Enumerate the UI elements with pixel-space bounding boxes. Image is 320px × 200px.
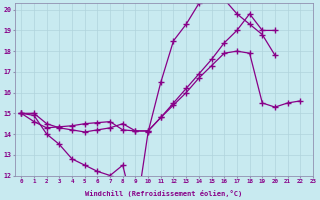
X-axis label: Windchill (Refroidissement éolien,°C): Windchill (Refroidissement éolien,°C) [85, 190, 243, 197]
